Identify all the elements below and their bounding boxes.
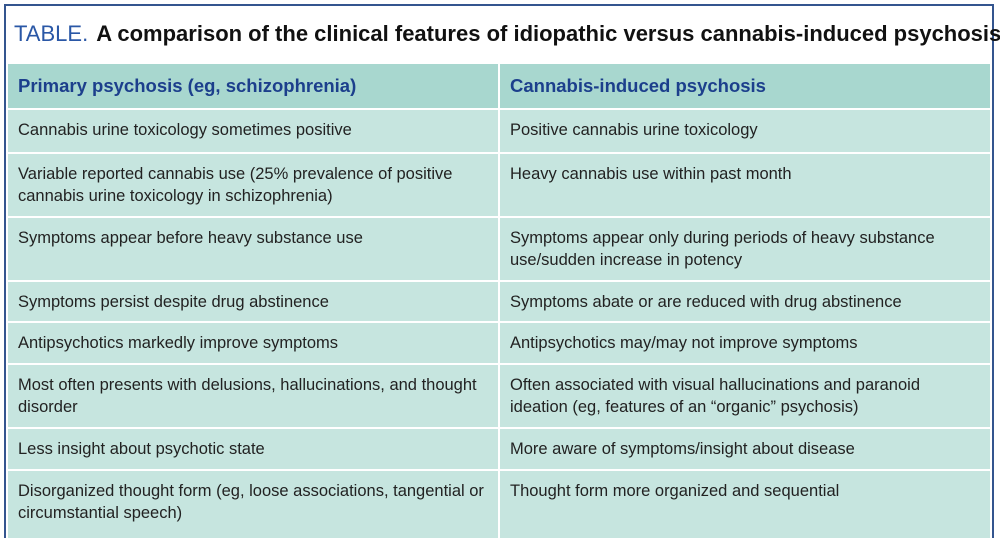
table-cell: Often associated with visual hallucinati… — [498, 363, 992, 429]
table-cell: Symptoms appear only during periods of h… — [498, 216, 992, 282]
table-title: A comparison of the clinical features of… — [96, 21, 1000, 46]
comparison-table: Primary psychosis (eg, schizophrenia) Can… — [6, 62, 992, 540]
table-row: Symptoms appear before heavy substance u… — [6, 216, 992, 282]
table-cell: Positive cannabis urine toxicology — [498, 108, 992, 154]
table-cell: Thought form more organized and sequenti… — [498, 469, 992, 540]
table-row: Most often presents with delusions, hall… — [6, 363, 992, 429]
table-row: Cannabis urine toxicology sometimes posi… — [6, 108, 992, 154]
table-body: Cannabis urine toxicology sometimes posi… — [6, 108, 992, 540]
table-cell: Antipsychotics markedly improve symptoms — [6, 321, 500, 365]
table-cell: Most often presents with delusions, hall… — [6, 363, 500, 429]
table-row: Symptoms persist despite drug abstinence… — [6, 280, 992, 323]
column-header: Cannabis-induced psychosis — [498, 62, 992, 110]
column-header: Primary psychosis (eg, schizophrenia) — [6, 62, 500, 110]
table-cell: Disorganized thought form (eg, loose ass… — [6, 469, 500, 540]
title-bar: TABLE. A comparison of the clinical feat… — [6, 6, 1000, 62]
table-row: Antipsychotics markedly improve symptoms… — [6, 321, 992, 365]
table-cell: Symptoms abate or are reduced with drug … — [498, 280, 992, 323]
table-row: Variable reported cannabis use (25% prev… — [6, 152, 992, 218]
table-row: Disorganized thought form (eg, loose ass… — [6, 469, 992, 540]
table-cell: Heavy cannabis use within past month — [498, 152, 992, 218]
table-cell: Cannabis urine toxicology sometimes posi… — [6, 108, 500, 154]
table-cell: Symptoms persist despite drug abstinence — [6, 280, 500, 323]
table-row: Less insight about psychotic state More a… — [6, 427, 992, 471]
table-cell: Variable reported cannabis use (25% prev… — [6, 152, 500, 218]
table-label: TABLE. — [14, 21, 89, 46]
header-row: Primary psychosis (eg, schizophrenia) Can… — [6, 62, 992, 110]
table-cell: Less insight about psychotic state — [6, 427, 500, 471]
table-cell: Symptoms appear before heavy substance u… — [6, 216, 500, 282]
table-frame: TABLE. A comparison of the clinical feat… — [4, 4, 1000, 540]
table-cell: Antipsychotics may/may not improve sympt… — [498, 321, 992, 365]
table-cell: More aware of symptoms/insight about dis… — [498, 427, 992, 471]
